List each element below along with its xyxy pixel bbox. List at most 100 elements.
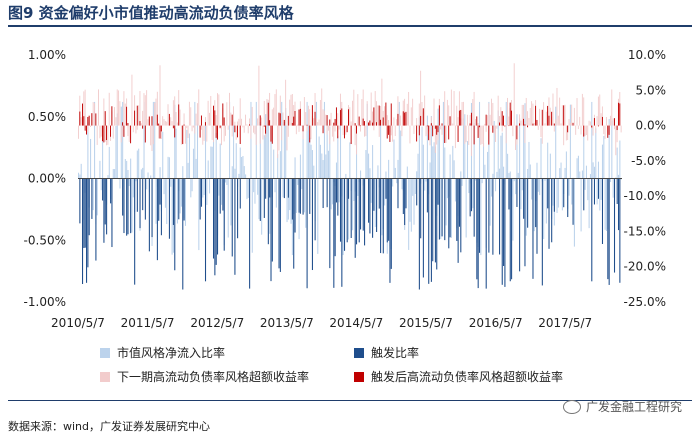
flow-bar — [262, 178, 264, 180]
next-excess-bar — [604, 125, 606, 139]
next-excess-bar — [249, 118, 251, 126]
next-excess-bar — [87, 125, 89, 133]
next-excess-bar — [207, 100, 209, 126]
trigger-bar — [139, 178, 141, 229]
flow-bar — [122, 101, 124, 179]
legend-item-next-excess: 下一期高流动负债率风格超额收益率 — [100, 368, 309, 385]
next-excess-bar — [497, 95, 499, 126]
trigger-bar — [199, 178, 201, 220]
next-excess-bar — [233, 106, 234, 126]
trigger-bar — [523, 178, 525, 219]
next-excess-bar — [218, 94, 220, 126]
trigger-bar — [130, 178, 132, 234]
trigger-bar — [172, 178, 174, 225]
post-excess-bar — [607, 125, 609, 138]
next-excess-bar — [282, 112, 284, 126]
next-excess-bar — [472, 99, 474, 126]
post-excess-bar — [523, 118, 525, 126]
flow-bar — [592, 162, 594, 179]
flow-bar — [413, 178, 415, 225]
post-excess-bar — [278, 112, 280, 126]
post-excess-bar — [314, 111, 316, 126]
next-excess-bar — [529, 107, 531, 126]
flow-bar — [99, 160, 101, 179]
post-excess-bar — [200, 115, 202, 126]
next-excess-bar — [215, 115, 217, 126]
flow-bar — [462, 118, 465, 179]
next-excess-bar — [235, 125, 237, 140]
trigger-bar — [553, 178, 555, 212]
right-tick-label: 5.0% — [636, 83, 667, 97]
trigger-bar — [91, 178, 93, 219]
trigger-bar — [84, 178, 86, 248]
flow-bar — [154, 101, 156, 179]
trigger-bar — [607, 178, 609, 280]
trigger-bar — [322, 178, 324, 209]
flow-bar — [429, 162, 431, 179]
flow-bar — [460, 171, 462, 179]
next-excess-bar — [466, 114, 468, 126]
trigger-bar — [456, 178, 458, 241]
next-excess-bar — [525, 97, 527, 126]
next-excess-bar — [342, 125, 344, 136]
flow-bar — [617, 174, 620, 179]
post-excess-bar — [418, 125, 420, 136]
next-excess-bar — [588, 120, 590, 126]
flow-bar — [235, 143, 237, 179]
flow-bar — [453, 160, 455, 179]
next-excess-bar — [297, 124, 299, 126]
flow-bar — [454, 178, 456, 202]
flow-bar — [540, 138, 542, 179]
next-excess-bar — [162, 116, 164, 126]
next-excess-bar — [331, 125, 333, 137]
flow-bar — [204, 118, 207, 179]
next-excess-bar — [358, 125, 360, 127]
post-excess-bar — [369, 120, 371, 126]
flow-bar — [422, 144, 424, 179]
flow-bar — [311, 150, 313, 179]
post-excess-bar — [87, 116, 89, 126]
trigger-bar — [404, 178, 406, 226]
next-excess-bar — [612, 118, 614, 126]
flow-bar — [377, 165, 379, 179]
post-excess-bar — [299, 108, 301, 126]
next-excess-bar — [360, 125, 361, 132]
flow-bar — [474, 178, 477, 181]
next-excess-bar — [192, 125, 194, 128]
next-excess-bar — [353, 89, 355, 126]
next-excess-bar — [613, 125, 615, 130]
trigger-bar — [416, 178, 418, 206]
next-excess-bar — [596, 116, 598, 126]
flow-bar — [167, 156, 169, 179]
post-excess-bar — [432, 125, 434, 137]
flow-bar — [466, 141, 469, 179]
post-excess-bar — [79, 111, 81, 126]
next-excess-bar — [242, 125, 244, 128]
next-excess-bar — [217, 93, 218, 126]
flow-bar — [509, 171, 511, 179]
next-excess-bar — [573, 107, 575, 126]
figure-title: 图9 资金偏好小市值推动高流动负债率风格 — [8, 4, 294, 22]
post-excess-bar — [547, 105, 549, 126]
flow-bar — [231, 166, 233, 179]
flow-bar — [445, 178, 447, 226]
trigger-bar — [476, 178, 478, 280]
next-excess-bar — [376, 101, 377, 126]
next-excess-bar — [436, 125, 438, 145]
next-excess-bar — [253, 125, 255, 133]
trigger-bar — [436, 178, 438, 270]
next-excess-bar — [104, 125, 106, 142]
post-excess-bar — [267, 102, 269, 126]
post-excess-bar — [333, 122, 335, 126]
flow-bar — [600, 178, 602, 200]
flow-bar — [564, 167, 566, 179]
post-excess-bar — [438, 105, 440, 126]
post-excess-bar — [503, 115, 504, 126]
flow-bar — [283, 122, 285, 179]
post-excess-bar — [509, 102, 511, 126]
next-excess-bar — [396, 119, 398, 126]
flow-bar — [140, 169, 142, 179]
flow-bar — [128, 178, 130, 187]
flow-bar — [356, 133, 358, 179]
next-excess-bar — [608, 124, 610, 126]
